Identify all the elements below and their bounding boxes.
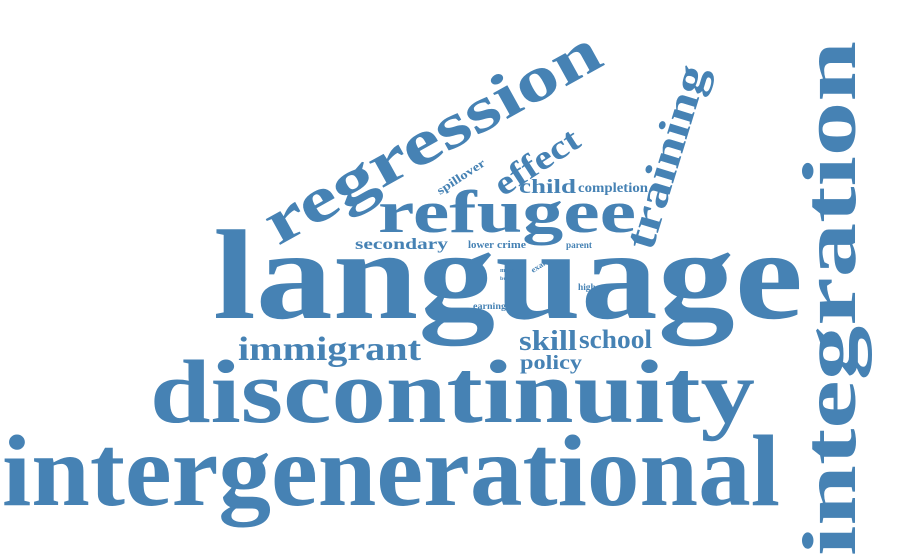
word-buy: buy (500, 277, 511, 282)
word-child: child (519, 176, 576, 198)
word-school: school (579, 325, 652, 354)
word-fall: fall (503, 260, 513, 265)
word-secondary: secondary (355, 236, 448, 253)
word-skill: skill (519, 326, 577, 357)
word-more: more (500, 268, 514, 274)
word-immigrant: immigrant (238, 331, 422, 368)
word-parent: parent (566, 240, 592, 250)
word-intergenerational: intergenerational (2, 415, 780, 528)
word-refugee: refugee (378, 179, 636, 245)
word-cloud-words: intergenerationaldiscontinuitylanguagein… (2, 14, 872, 556)
word-higher: higher (578, 282, 604, 292)
word-crime: crime (497, 240, 527, 251)
word-integration: integration (788, 41, 872, 556)
word-policy: policy (520, 352, 582, 374)
word-earning: earning (473, 301, 507, 311)
word-lower: lower (468, 240, 495, 251)
word-completion: completion (578, 181, 648, 196)
word-language: language (213, 204, 803, 346)
word-discontinuity: discontinuity (150, 343, 755, 442)
